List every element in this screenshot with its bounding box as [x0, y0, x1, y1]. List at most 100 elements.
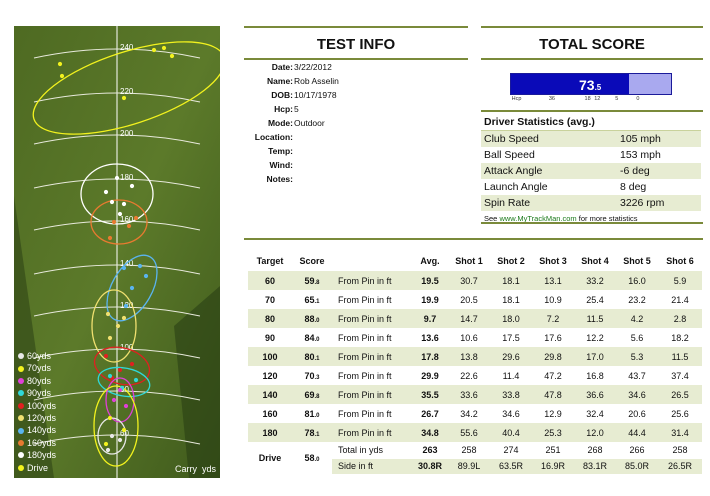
shot-cell: 274: [503, 444, 519, 455]
shot-cell: 22.6: [460, 370, 478, 381]
avg-cell: 9.7: [423, 313, 437, 324]
info-row: Date: 3/22/2012: [246, 60, 476, 74]
shot-cell: 83.1R: [574, 457, 616, 474]
shot-cell: 16.9R: [532, 457, 574, 474]
shot-cell: 47.8: [544, 389, 562, 400]
shot-cell: 85.0R: [616, 457, 658, 474]
score-cell: 81.0: [292, 404, 332, 423]
shot-cell: 10.6: [460, 332, 478, 343]
legend-item: 180yds: [18, 449, 56, 461]
yard-line-200: [33, 134, 201, 145]
score-cell: 88.0: [292, 309, 332, 328]
score-decimal: .1: [314, 298, 320, 305]
avg-cell: 35.5: [421, 389, 439, 400]
metric-cell: From Pin in ft: [338, 370, 392, 381]
info-row: Name: Rob Asselin: [246, 74, 476, 88]
gauge-tick: 5: [615, 96, 619, 102]
avg-cell: 19.9: [421, 294, 439, 305]
legend-dot: [18, 353, 24, 360]
avg-cell: 13.6: [421, 332, 439, 343]
results-row-drive-side: Side in ft 30.8R 89.9L 63.5R 16.9R 83.1R 85.0R…: [248, 457, 702, 474]
legend-dot: [18, 427, 24, 434]
info-row: Mode: Outdoor: [246, 116, 476, 130]
score-cell: 70.3: [292, 366, 332, 385]
results-header: Shot 6: [666, 256, 694, 266]
info-row: DOB: 10/17/1978: [246, 88, 476, 102]
avg-cell: 34.8: [421, 427, 439, 438]
yard-marker-240: 240: [120, 43, 134, 52]
shot-cell: 36.6: [586, 389, 604, 400]
results-header: Shot 3: [539, 256, 567, 266]
score-value: 70: [304, 370, 315, 381]
legend-dot: [18, 415, 24, 422]
legend-label: 70yds: [27, 363, 52, 374]
yard-marker-220: 220: [120, 87, 134, 96]
shot-cell: 12.2: [586, 332, 604, 343]
mytrackman-link[interactable]: www.MyTrackMan.com: [499, 214, 577, 223]
score-decimal: .0: [314, 336, 320, 343]
shot-dot-drive: [161, 45, 167, 51]
score-value: 88: [304, 313, 315, 324]
results-row: 80 88.0 From Pin in ft 9.7 14.7 18.0 7.2 11.5 4.…: [248, 309, 702, 328]
shot-dot-180yds: [129, 183, 135, 189]
yard-marker-200: 200: [120, 129, 134, 138]
info-row: Notes:: [246, 172, 476, 186]
gauge-tick: Hcp: [511, 96, 522, 102]
results-table: Target Score Avg. Shot 1 Shot 2 Shot 3 Shot 4 S…: [248, 251, 702, 474]
score-decimal: .3: [314, 374, 320, 381]
legend-dot: [18, 390, 24, 397]
driver-stat-row: Attack Angle -6 deg: [481, 163, 701, 179]
shot-cell: 7.2: [546, 313, 560, 324]
score-cell: 59.8: [292, 271, 332, 290]
shot-cell: 29.8: [544, 351, 562, 362]
yard-line-160: [33, 220, 201, 231]
legend-label: 60yds: [27, 350, 52, 361]
total-score-title: TOTAL SCORE: [539, 36, 645, 53]
score-value: 80: [304, 351, 315, 362]
results-header: Shot 2: [497, 256, 525, 266]
driver-stat-row: Club Speed 105 mph: [481, 131, 701, 147]
gauge-tick: 0: [636, 96, 640, 102]
range-map: 2402202001801601401201008060: [14, 26, 220, 478]
score-decimal: .8: [314, 393, 320, 400]
score-decimal: .0: [314, 412, 320, 419]
shot-cell: 23.2: [628, 294, 646, 305]
legend-label: 100yds: [27, 400, 57, 411]
results-row: 160 81.0 From Pin in ft 26.7 34.2 34.6 12.9 32.…: [248, 404, 702, 423]
shot-dot-140yds: [137, 263, 143, 269]
shot-cell: 18.0: [502, 313, 520, 324]
shot-cell: 21.4: [671, 294, 689, 305]
shot-dot-180yds: [109, 199, 115, 205]
shot-cell: 25.4: [586, 294, 604, 305]
dispersion-ellipse-70yds: [93, 385, 139, 467]
shot-cell: 20.6: [628, 408, 646, 419]
driver-stat-row: Spin Rate 3226 rpm: [481, 195, 701, 211]
metric-cell: From Pin in ft: [338, 332, 392, 343]
shot-dot-120yds: [115, 323, 121, 329]
legend-item: 90yds: [18, 387, 56, 399]
test-info-title: TEST INFO: [316, 36, 396, 53]
target-cell: 90: [264, 332, 275, 343]
shot-cell: 16.8: [586, 370, 604, 381]
yard-marker-100: 100: [120, 343, 134, 352]
shot-dot-60yds: [109, 433, 115, 439]
shot-cell: 11.4: [502, 370, 520, 381]
avg-cell: 263: [422, 444, 438, 455]
shot-cell: 18.1: [502, 294, 520, 305]
shot-dot-160yds: [126, 223, 132, 229]
driver-stats-title: Driver Statistics (avg.): [481, 114, 701, 131]
shot-dot-80yds: [111, 397, 117, 403]
shot-dot-90yds: [133, 377, 139, 383]
shot-cell: 47.2: [544, 370, 562, 381]
results-row: 120 70.3 From Pin in ft 29.9 22.6 11.4 47.2 16.…: [248, 366, 702, 385]
metric-cell: From Pin in ft: [338, 351, 392, 362]
legend-item: 70yds: [18, 362, 56, 374]
shot-cell: 37.4: [671, 370, 689, 381]
results-row: 60 59.8 From Pin in ft 19.5 30.7 18.1 13.1 33.2…: [248, 271, 702, 290]
yard-line-100: [33, 348, 201, 359]
legend-item: 100yds: [18, 400, 56, 412]
yard-marker-60: 60: [120, 429, 129, 438]
shot-dot-120yds: [107, 335, 113, 341]
driver-stat-label: Spin Rate: [484, 197, 531, 209]
shot-cell: 11.5: [671, 351, 689, 362]
